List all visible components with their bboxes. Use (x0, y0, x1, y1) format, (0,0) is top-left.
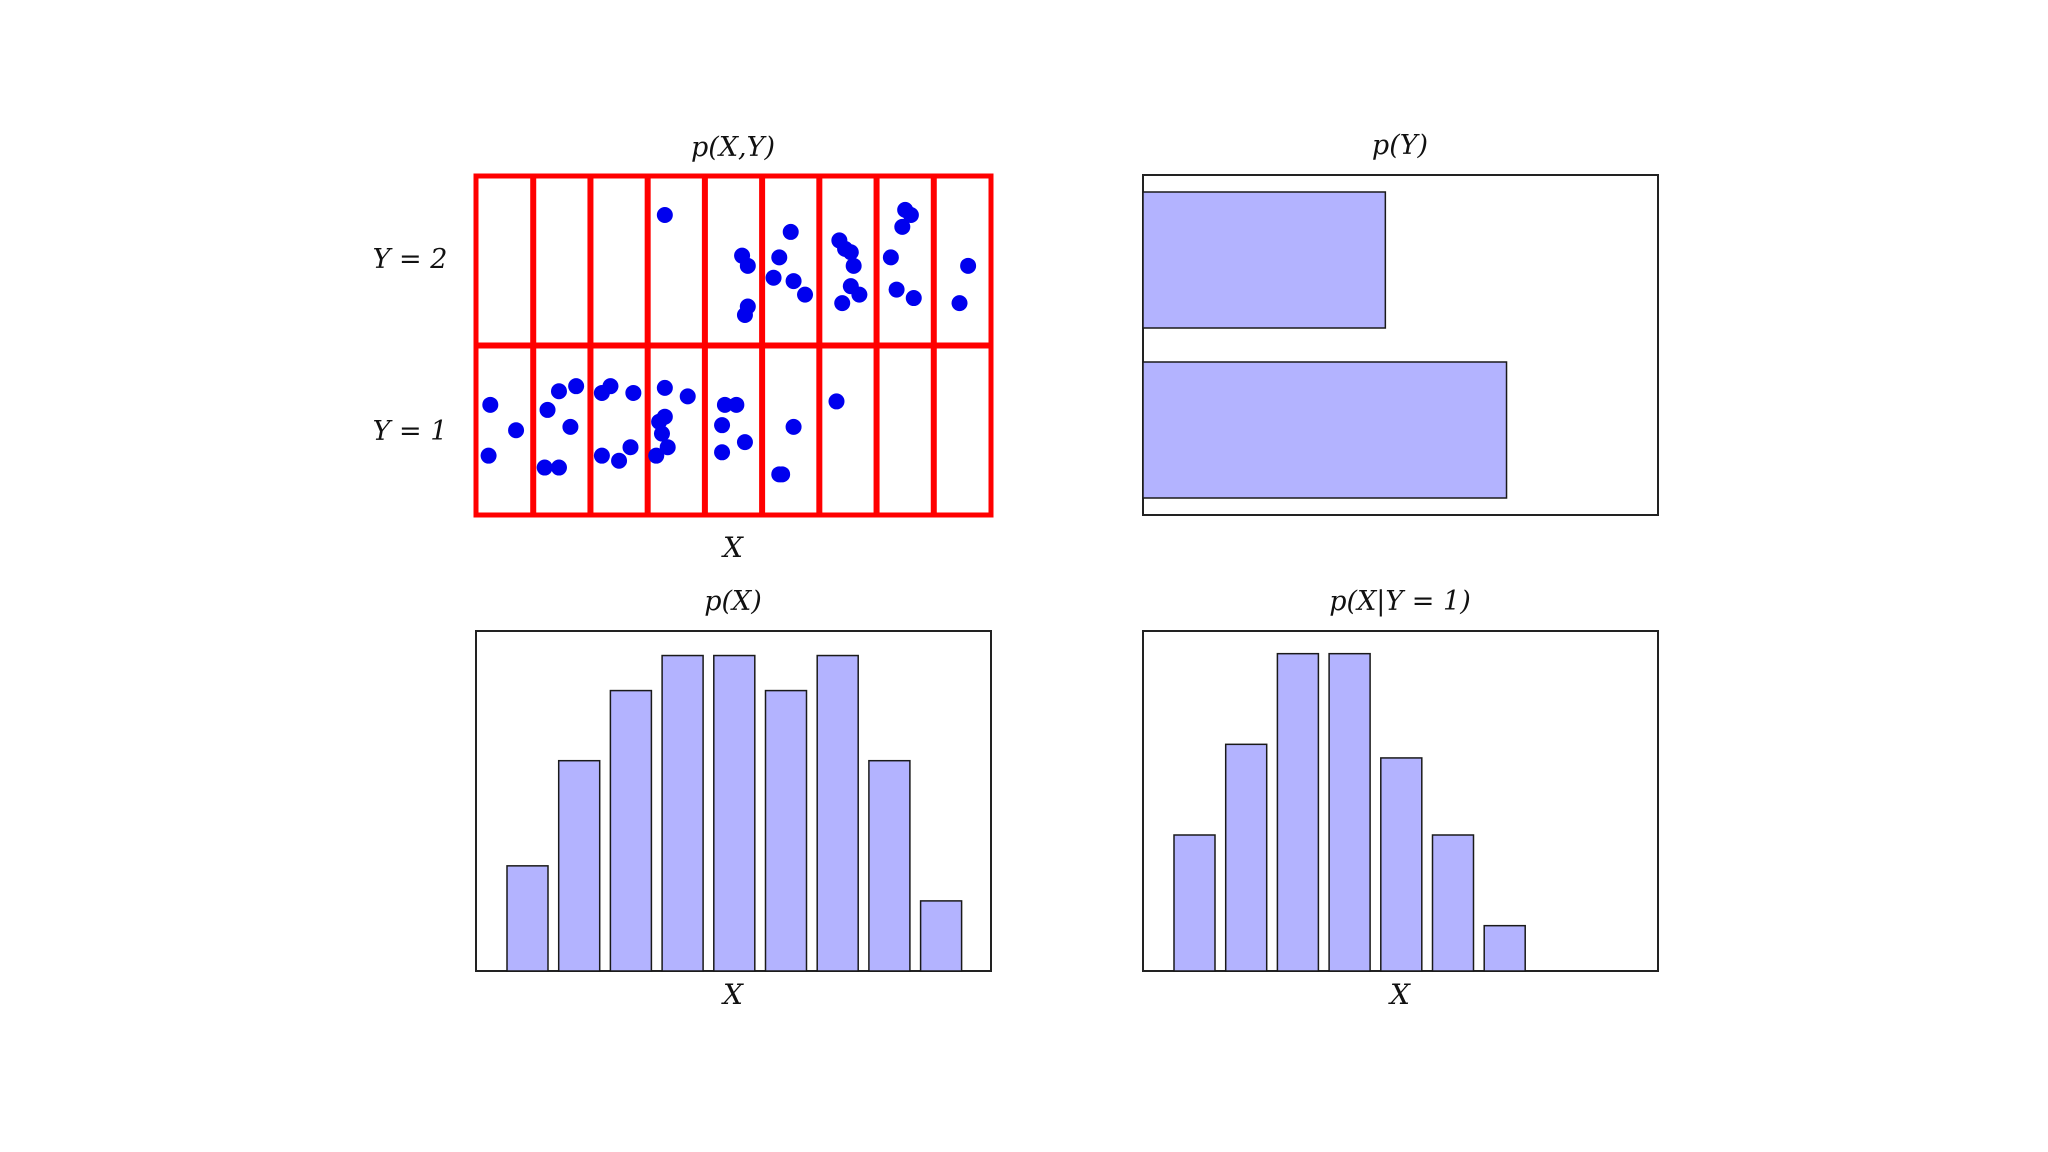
joint-point (828, 393, 845, 410)
pxy-bar (1328, 652, 1371, 972)
joint-point (625, 384, 642, 401)
joint-title: p(X,Y) (691, 132, 775, 163)
joint-point (888, 281, 905, 298)
joint-point (728, 396, 745, 413)
joint-point (656, 408, 673, 425)
pxy-bar (1276, 652, 1320, 972)
pxy-bar (1224, 743, 1268, 972)
joint-point (736, 434, 753, 451)
pxy-bar (1431, 834, 1475, 972)
joint-point (894, 218, 911, 235)
joint-point (482, 396, 499, 413)
px-xlabel: X (721, 978, 744, 1011)
joint-point (785, 418, 802, 435)
px-bar (609, 689, 653, 972)
joint-point (785, 273, 802, 290)
px-bar (661, 654, 704, 972)
joint-ytick-y2: Y = 2 (373, 244, 448, 275)
joint-point (960, 257, 977, 274)
joint-point (480, 447, 497, 464)
joint-point (834, 295, 851, 312)
marginal-y-panel: p(Y) (1142, 130, 1659, 516)
joint-point (539, 401, 556, 418)
joint-point (902, 206, 919, 223)
joint-point (736, 306, 753, 323)
px-bar (868, 759, 911, 972)
marginal-x-panel: p(X) X (475, 586, 992, 1011)
joint-point (508, 422, 525, 439)
joint-ytick-y1: Y = 1 (373, 416, 448, 447)
joint-point (550, 459, 567, 476)
joint-point (648, 447, 665, 464)
conditional-x-panel: p(X|Y = 1) X (1142, 586, 1659, 1011)
py-bar (1142, 191, 1387, 329)
px-title: p(X) (704, 586, 762, 617)
px-bars (506, 654, 963, 972)
joint-point (611, 452, 628, 469)
joint-grid (473, 173, 994, 518)
pxy-bar (1380, 757, 1423, 972)
joint-point (622, 439, 639, 456)
joint-point (845, 257, 862, 274)
joint-point (951, 295, 968, 312)
joint-point (771, 249, 788, 266)
joint-point (739, 257, 756, 274)
py-bars (1142, 191, 1508, 499)
joint-point (562, 418, 579, 435)
py-title: p(Y) (1372, 130, 1428, 161)
joint-point (782, 223, 799, 240)
joint-point (550, 383, 567, 400)
joint-point (568, 378, 585, 395)
px-bar (506, 865, 549, 972)
py-bar (1142, 361, 1508, 499)
joint-points (480, 201, 977, 483)
joint-point (882, 249, 899, 266)
pxy-bar (1483, 924, 1526, 972)
joint-distribution-panel: p(X,Y) X Y = 2 Y = 1 (373, 132, 994, 564)
pxy-xlabel: X (1388, 978, 1411, 1011)
joint-point (774, 466, 791, 483)
joint-point (659, 439, 676, 456)
joint-point (593, 447, 610, 464)
joint-point (656, 379, 673, 396)
joint-point (716, 396, 733, 413)
px-bar (764, 689, 808, 972)
joint-point (797, 286, 814, 303)
py-frame (1142, 174, 1659, 516)
joint-point (765, 269, 782, 286)
joint-point (653, 425, 670, 442)
joint-point (656, 206, 673, 223)
px-bar (919, 900, 963, 972)
joint-point (842, 244, 859, 261)
px-bar (713, 654, 756, 972)
joint-point (602, 378, 619, 395)
pxy-bars (1173, 652, 1526, 972)
joint-point (679, 388, 696, 405)
joint-point (714, 417, 731, 434)
pxy-bar (1173, 834, 1216, 972)
joint-point (905, 290, 922, 307)
joint-xlabel: X (721, 531, 744, 564)
px-bar (816, 654, 859, 972)
joint-point (714, 444, 731, 461)
joint-point (536, 459, 553, 476)
pxy-title: p(X|Y = 1) (1329, 586, 1470, 617)
joint-point (851, 286, 868, 303)
px-bar (557, 759, 601, 972)
